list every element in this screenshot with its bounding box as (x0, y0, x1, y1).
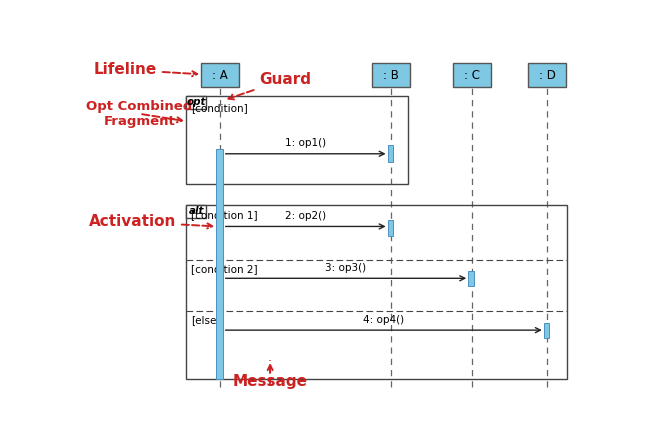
Bar (468, 272, 474, 286)
Bar (387, 145, 393, 162)
Text: [condition]: [condition] (191, 103, 248, 113)
Bar (387, 220, 393, 236)
Text: Lifeline: Lifeline (94, 62, 197, 78)
Text: : D: : D (539, 69, 556, 82)
Bar (372, 63, 410, 87)
Text: opt: opt (187, 97, 206, 107)
Bar (186, 96, 408, 184)
Text: [else]: [else] (191, 315, 220, 325)
Bar (216, 149, 223, 379)
Bar (186, 205, 567, 379)
Bar (453, 63, 491, 87)
Text: 3: op3(): 3: op3() (326, 263, 367, 273)
Bar (201, 63, 239, 87)
Text: Message: Message (233, 374, 307, 389)
Text: : B: : B (383, 69, 399, 82)
Bar (186, 205, 206, 218)
Bar (543, 323, 549, 338)
Text: Opt Combined
Fragment: Opt Combined Fragment (86, 100, 192, 128)
Text: Activation: Activation (89, 214, 213, 229)
Text: alt: alt (188, 206, 204, 217)
Bar (528, 63, 566, 87)
Text: Guard: Guard (229, 72, 311, 99)
Text: 1: op1(): 1: op1() (285, 138, 326, 148)
Text: : C: : C (463, 69, 480, 82)
Text: : A: : A (212, 69, 227, 82)
Text: [condition 1]: [condition 1] (191, 210, 257, 220)
Text: [condition 2]: [condition 2] (191, 264, 257, 274)
Text: 4: op4(): 4: op4() (363, 315, 404, 325)
Text: 2: op2(): 2: op2() (285, 211, 326, 221)
Bar (186, 96, 206, 109)
